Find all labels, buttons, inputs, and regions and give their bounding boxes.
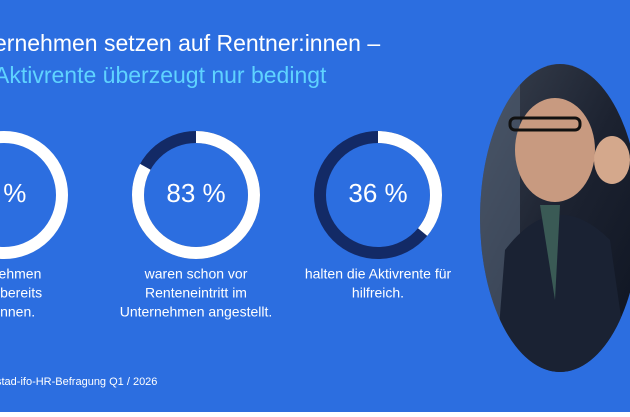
donut-value-label: 0 % — [0, 178, 26, 208]
description-line: nternehmen — [0, 266, 41, 282]
donut-value-label: 36 % — [348, 178, 407, 208]
description-line: tigen bereits — [0, 285, 42, 301]
donut-value-label: 83 % — [166, 178, 225, 208]
description-line: ner:innen. — [0, 304, 35, 320]
description-line: Unternehmen angestellt. — [120, 304, 273, 320]
source: stad-ifo-HR-Befragung Q1 / 2026 — [0, 376, 157, 388]
description-line: waren schon vor — [144, 266, 248, 282]
title-line: ernehmen setzen auf Rentner:innen – — [0, 30, 380, 56]
donut-arc — [314, 131, 442, 259]
title-line: Aktivrente überzeugt nur bedingt — [0, 62, 327, 88]
description-line: Renteneintritt im — [145, 285, 247, 301]
donut-track — [0, 131, 68, 259]
description-line: halten die Aktivrente für — [305, 266, 452, 282]
donut-arc — [132, 131, 260, 259]
description-line: hilfreich. — [352, 285, 404, 301]
photo — [480, 64, 630, 372]
